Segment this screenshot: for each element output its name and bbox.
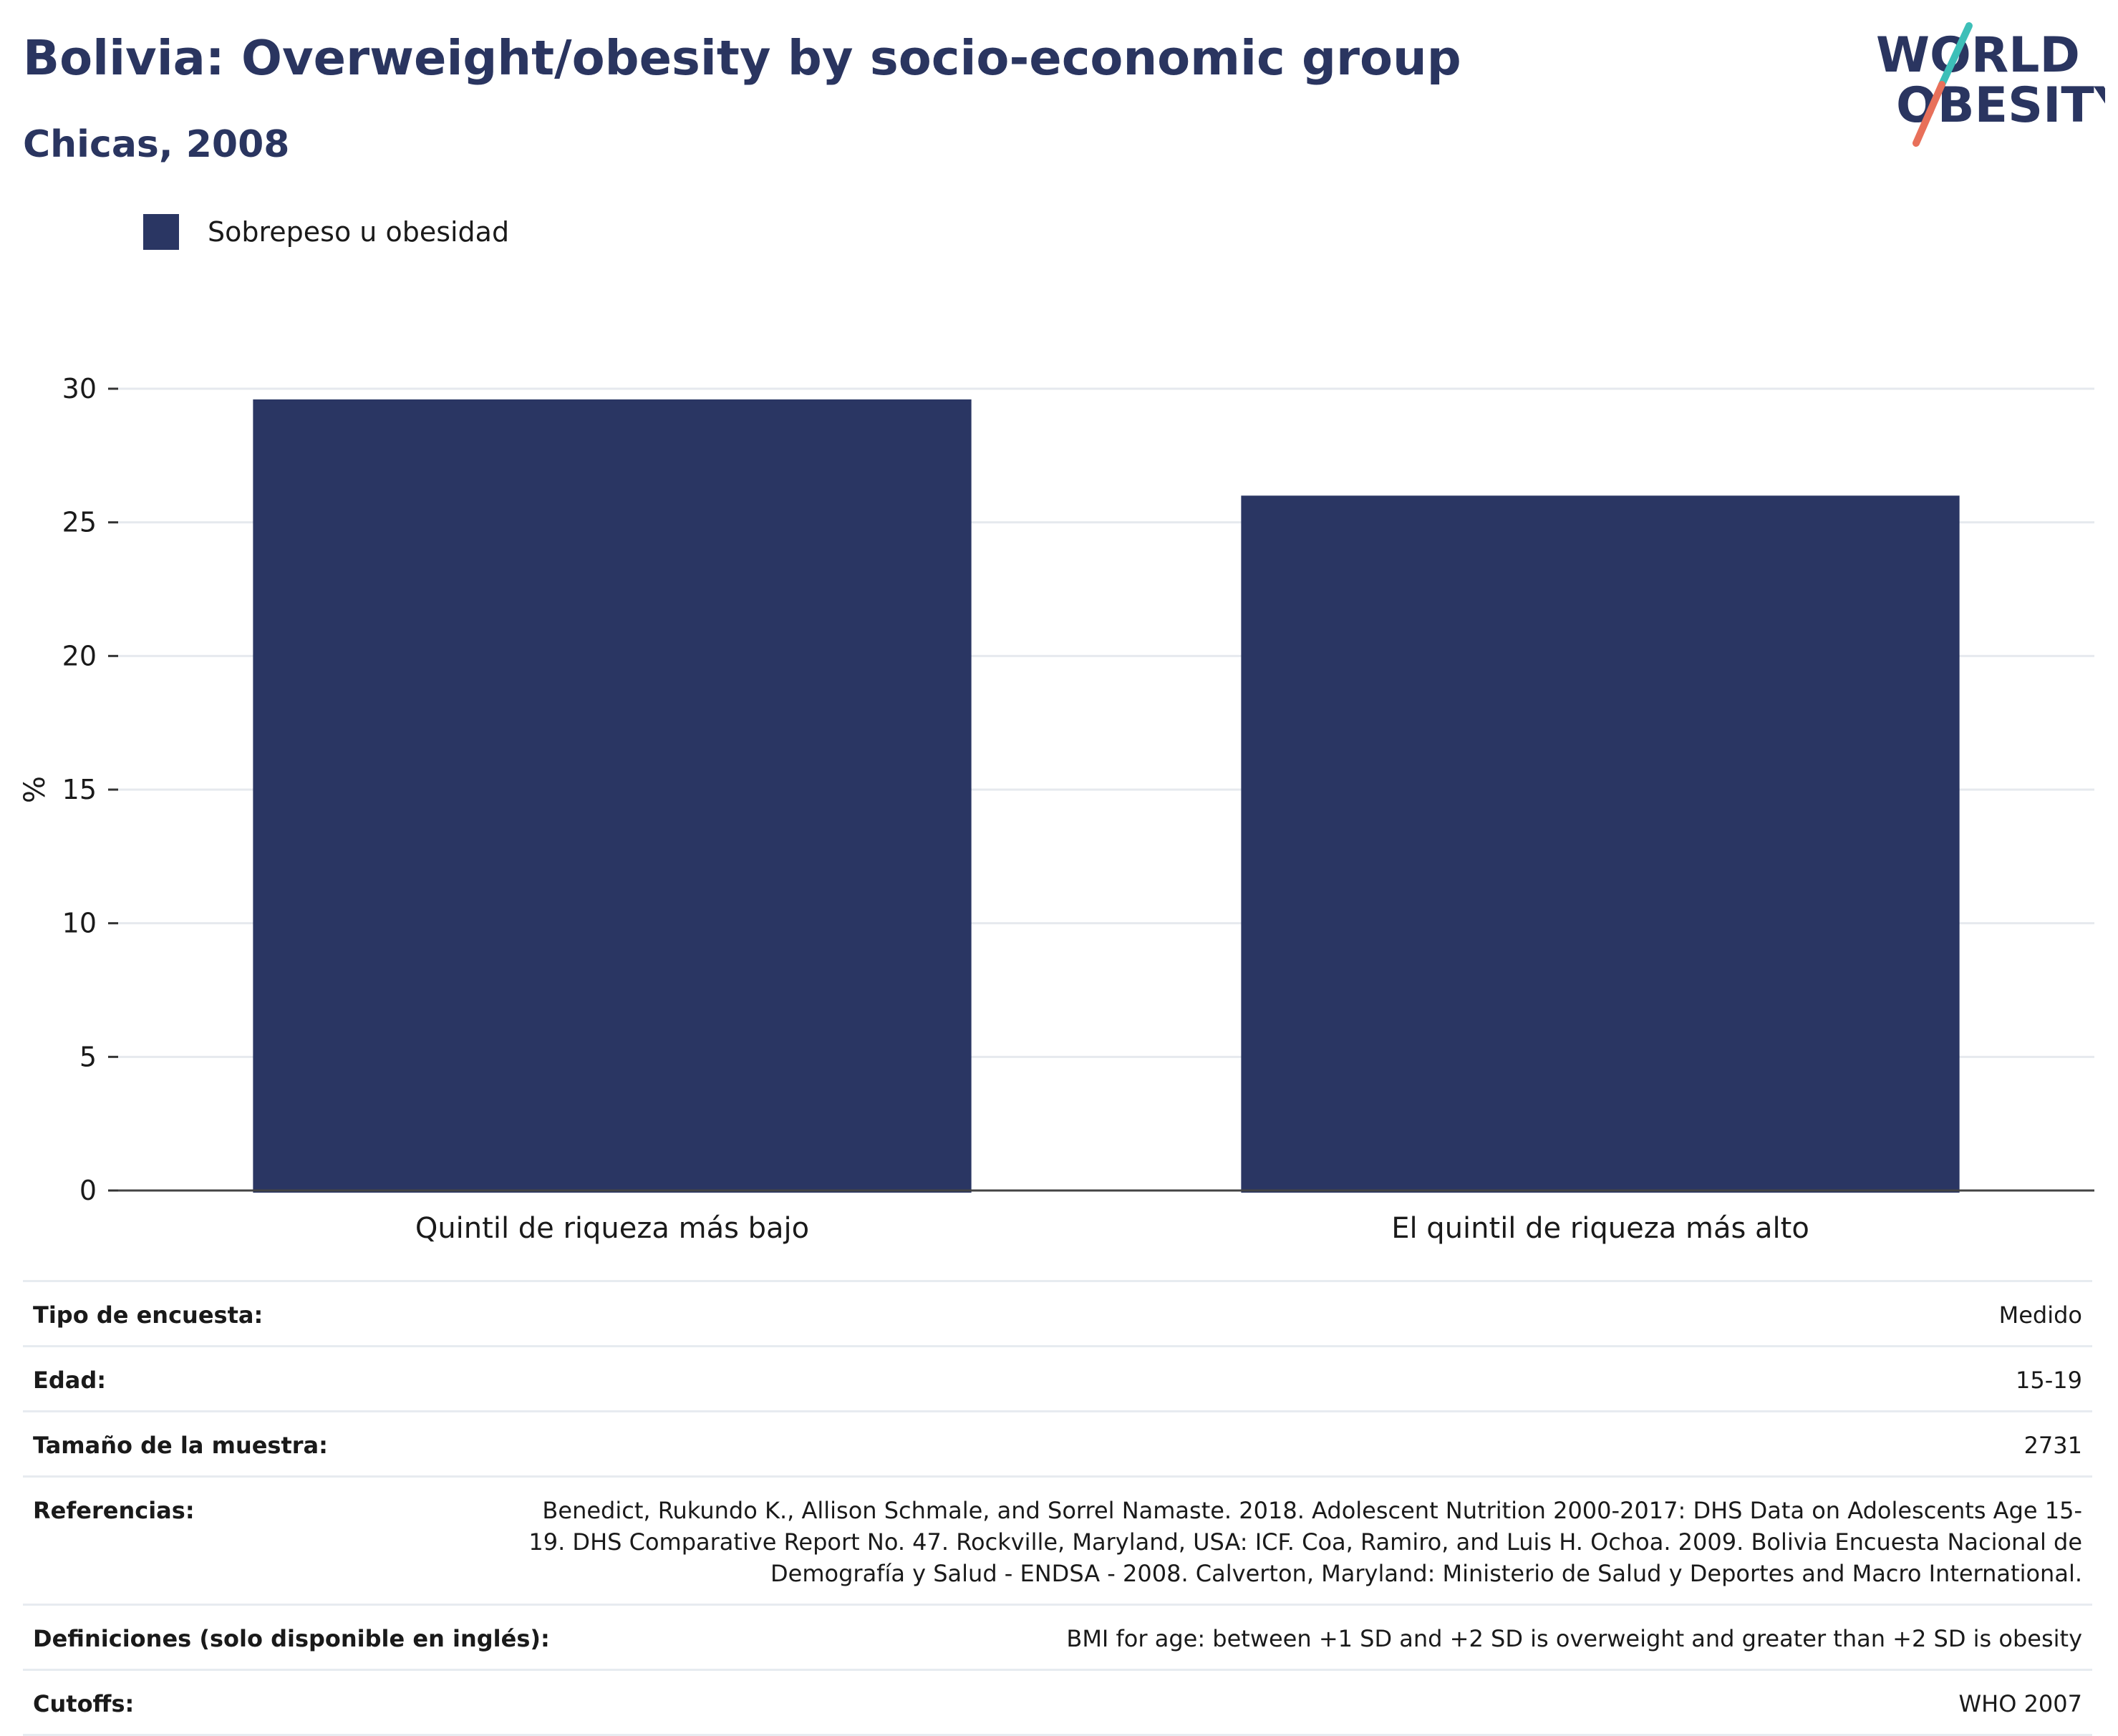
logo-slash-top bbox=[1938, 22, 1973, 88]
meta-label: Cutoffs: bbox=[33, 1690, 135, 1717]
meta-row: Referencias: Benedict, Rukundo K., Alliso… bbox=[23, 1475, 2092, 1604]
chart-title: Bolivia: Overweight/obesity by socio-eco… bbox=[23, 30, 1461, 86]
meta-label: Tamaño de la muestra: bbox=[33, 1432, 328, 1459]
x-category-label: El quintil de riqueza más alto bbox=[1391, 1212, 1809, 1245]
meta-row: Cutoffs: WHO 2007 bbox=[23, 1669, 2092, 1736]
legend[interactable]: Sobrepeso u obesidad bbox=[143, 213, 509, 251]
meta-row: Edad: 15-19 bbox=[23, 1345, 2092, 1410]
bar-0[interactable] bbox=[253, 399, 972, 1193]
logo-line1: WORLD bbox=[1876, 27, 2080, 84]
y-tick-label: 0 bbox=[79, 1175, 97, 1206]
y-tick-label: 15 bbox=[62, 774, 97, 805]
meta-row: Definiciones (solo disponible en inglés)… bbox=[23, 1604, 2092, 1669]
meta-row: Tipo de encuesta: Medido bbox=[23, 1280, 2092, 1345]
world-obesity-logo: WORLD OBESITY bbox=[1876, 22, 2105, 147]
chart-subtitle: Chicas, 2008 bbox=[23, 123, 290, 166]
axes: 0 5 10 15 20 25 30 Quintil de riqueza más bajo E… bbox=[62, 373, 2094, 1245]
meta-value: Benedict, Rukundo K., Allison Schmale, a… bbox=[528, 1497, 2082, 1587]
meta-label: Definiciones (solo disponible en inglés)… bbox=[33, 1625, 550, 1652]
legend-swatch bbox=[143, 214, 179, 250]
y-axis-label: % bbox=[19, 776, 52, 803]
metadata-table: Tipo de encuesta: Medido Edad: 15-19 Tamaño … bbox=[23, 1280, 2092, 1736]
meta-value: 2731 bbox=[2023, 1432, 2082, 1459]
y-tick-label: 10 bbox=[62, 908, 97, 939]
y-tick-label: 25 bbox=[62, 507, 97, 538]
bar-1[interactable] bbox=[1241, 495, 1960, 1193]
bars bbox=[253, 399, 1960, 1193]
meta-row: Tamaño de la muestra: 2731 bbox=[23, 1410, 2092, 1475]
meta-value: Medido bbox=[1998, 1301, 2082, 1329]
meta-label: Edad: bbox=[33, 1367, 107, 1394]
meta-value: 15-19 bbox=[2016, 1367, 2082, 1394]
x-category-label: Quintil de riqueza más bajo bbox=[415, 1212, 809, 1245]
meta-value: WHO 2007 bbox=[1958, 1690, 2083, 1717]
legend-label: Sobrepeso u obesidad bbox=[208, 216, 510, 248]
meta-label: Referencias: bbox=[33, 1497, 195, 1524]
y-tick-label: 20 bbox=[62, 640, 97, 671]
meta-label: Tipo de encuesta: bbox=[33, 1301, 263, 1329]
meta-value: BMI for age: between +1 SD and +2 SD is … bbox=[1066, 1625, 2082, 1652]
y-tick-label: 30 bbox=[62, 373, 97, 404]
bar-chart: 0 5 10 15 20 25 30 Quintil de riqueza más bajo E… bbox=[19, 373, 2094, 1245]
logo-slash-bottom bbox=[1913, 81, 1945, 147]
y-tick-label: 5 bbox=[79, 1041, 97, 1072]
